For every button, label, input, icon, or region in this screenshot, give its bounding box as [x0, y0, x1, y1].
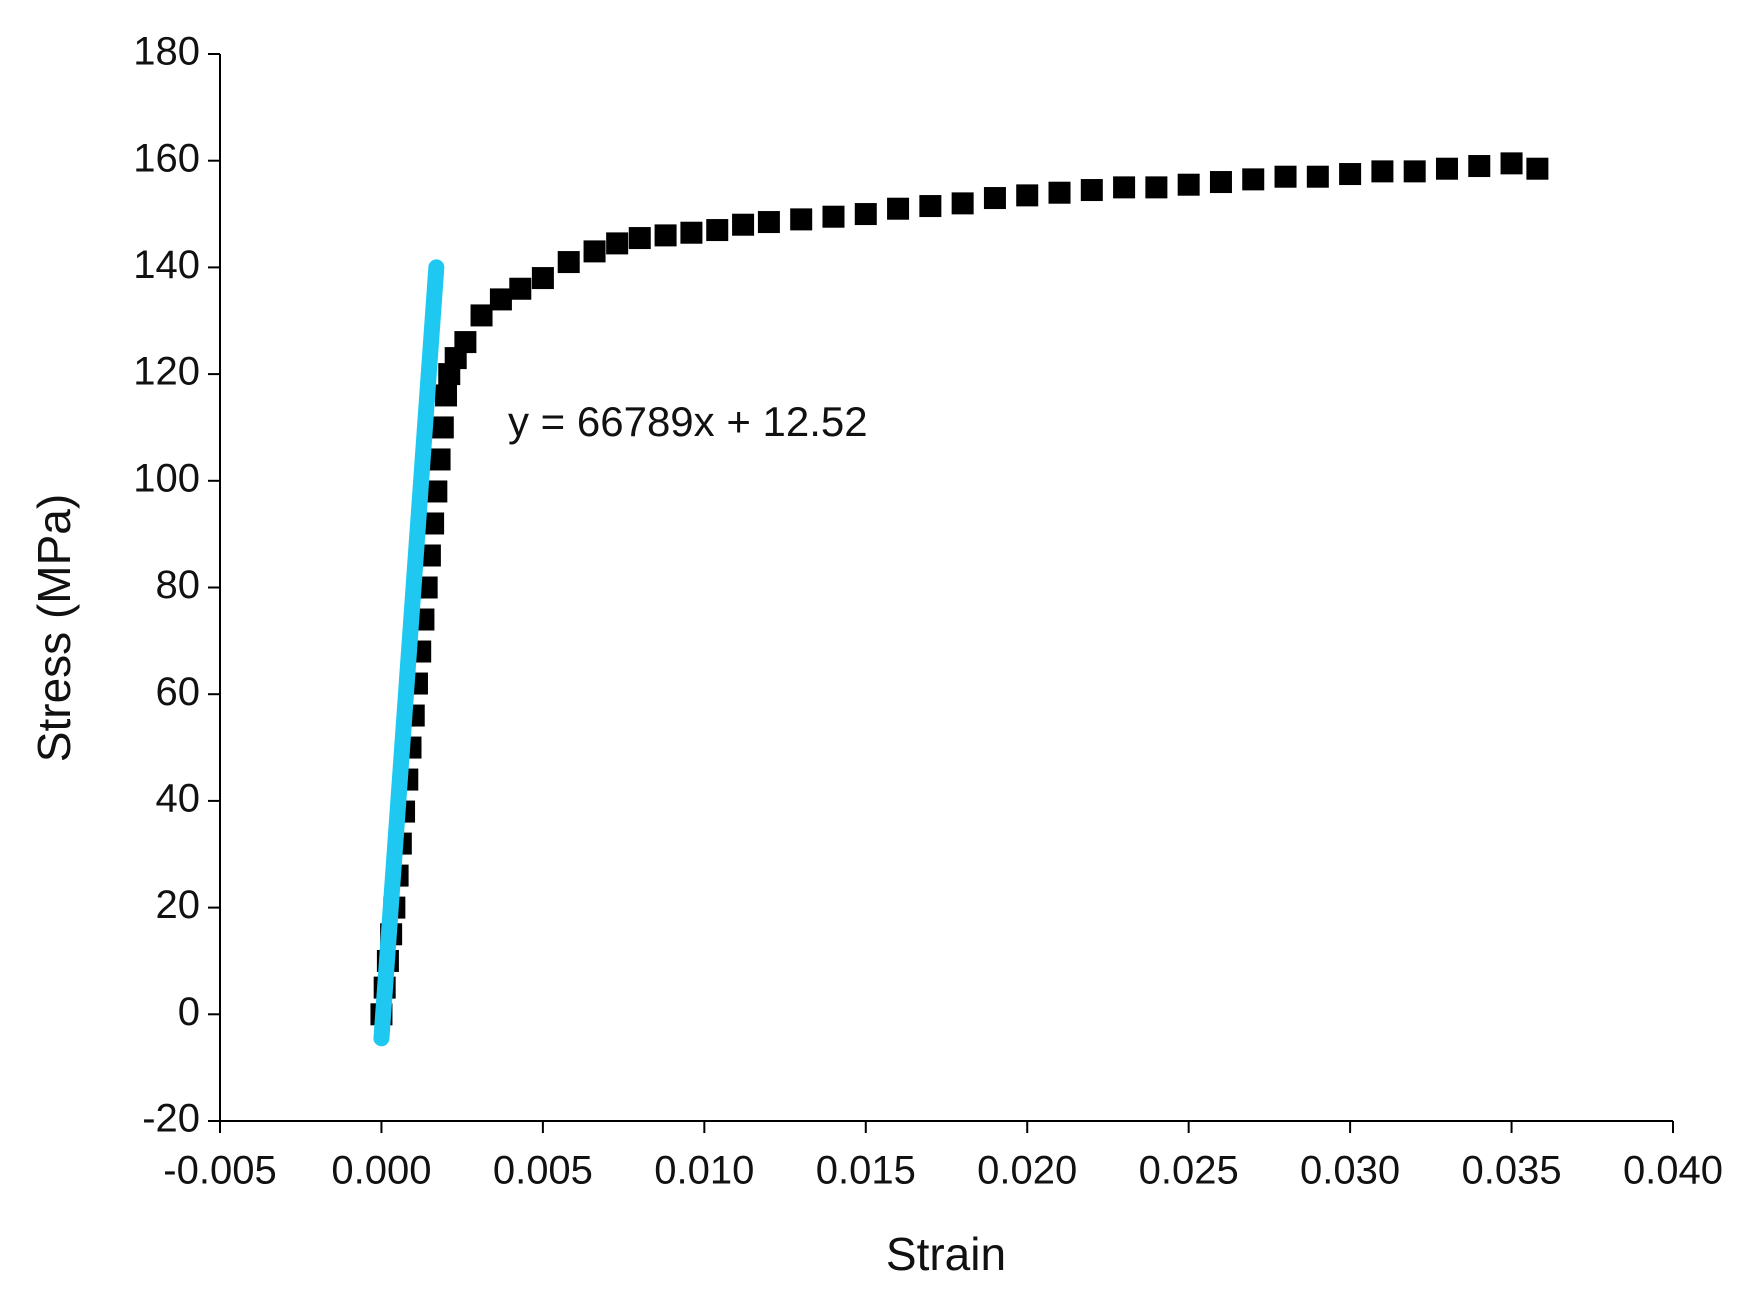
- data-point: [1526, 157, 1549, 180]
- data-point: [919, 195, 942, 218]
- fit-line: [373, 259, 445, 1047]
- data-point: [435, 384, 458, 407]
- data-point: [1435, 157, 1458, 180]
- data-point: [1177, 173, 1200, 196]
- y-tick-label: 180: [133, 30, 200, 74]
- y-tick-label: -20: [142, 1097, 200, 1141]
- data-point: [1371, 160, 1394, 183]
- data-point: [606, 232, 629, 255]
- y-tick-label: 0: [178, 990, 200, 1034]
- data-point: [428, 448, 451, 471]
- data-point: [706, 219, 729, 242]
- data-point: [531, 267, 554, 290]
- data-point: [822, 205, 845, 228]
- y-tick-label: 40: [156, 776, 201, 820]
- data-point: [732, 213, 755, 236]
- x-tick-label: 0.040: [1623, 1149, 1723, 1193]
- y-tick-label: 140: [133, 243, 200, 287]
- x-tick-label: -0.005: [163, 1149, 276, 1193]
- y-tick-label: 20: [156, 883, 201, 927]
- data-point: [489, 288, 512, 311]
- data-point: [470, 304, 493, 327]
- y-axis-title: Stress (MPa): [28, 494, 80, 762]
- data-point: [1113, 176, 1136, 199]
- data-point: [1145, 176, 1168, 199]
- data-point: [1403, 160, 1426, 183]
- fit-equation: y = 66789x + 12.52: [508, 398, 868, 445]
- x-axis-title: Strain: [886, 1228, 1006, 1280]
- data-point: [854, 203, 877, 226]
- y-tick-label: 80: [156, 563, 201, 607]
- data-point: [1016, 184, 1039, 207]
- data-point: [951, 192, 974, 215]
- y-tick-label: 160: [133, 136, 200, 180]
- data-point: [1048, 181, 1071, 204]
- x-tick-label: 0.015: [816, 1149, 916, 1193]
- data-point: [431, 416, 454, 439]
- data-point: [454, 331, 477, 354]
- x-tick-label: 0.025: [1139, 1149, 1239, 1193]
- data-point: [983, 187, 1006, 210]
- x-tick-label: 0.000: [331, 1149, 431, 1193]
- data-point: [790, 208, 813, 231]
- data-point: [654, 224, 677, 247]
- data-point: [1339, 163, 1362, 186]
- x-tick-label: 0.010: [654, 1149, 754, 1193]
- data-point: [1242, 168, 1265, 191]
- x-tick-label: 0.020: [977, 1149, 1077, 1193]
- data-point: [628, 227, 651, 250]
- data-point: [1306, 165, 1329, 188]
- data-point: [425, 480, 448, 503]
- data-point: [418, 544, 441, 567]
- data-point: [1468, 155, 1491, 178]
- data-point: [557, 251, 580, 274]
- data-point: [887, 197, 910, 220]
- data-point: [1209, 171, 1232, 194]
- y-tick-label: 100: [133, 456, 200, 500]
- data-point: [1500, 152, 1523, 175]
- y-tick-label: 120: [133, 350, 200, 394]
- data-point: [583, 240, 606, 263]
- y-tick-label: 60: [156, 670, 201, 714]
- data-point: [509, 277, 532, 300]
- x-tick-label: 0.030: [1300, 1149, 1400, 1193]
- x-tick-label: 0.005: [493, 1149, 593, 1193]
- data-point: [422, 512, 445, 535]
- data-point: [1274, 165, 1297, 188]
- x-tick-label: 0.035: [1462, 1149, 1562, 1193]
- data-point: [680, 221, 703, 244]
- data-point: [757, 211, 780, 234]
- data-point: [1080, 179, 1103, 202]
